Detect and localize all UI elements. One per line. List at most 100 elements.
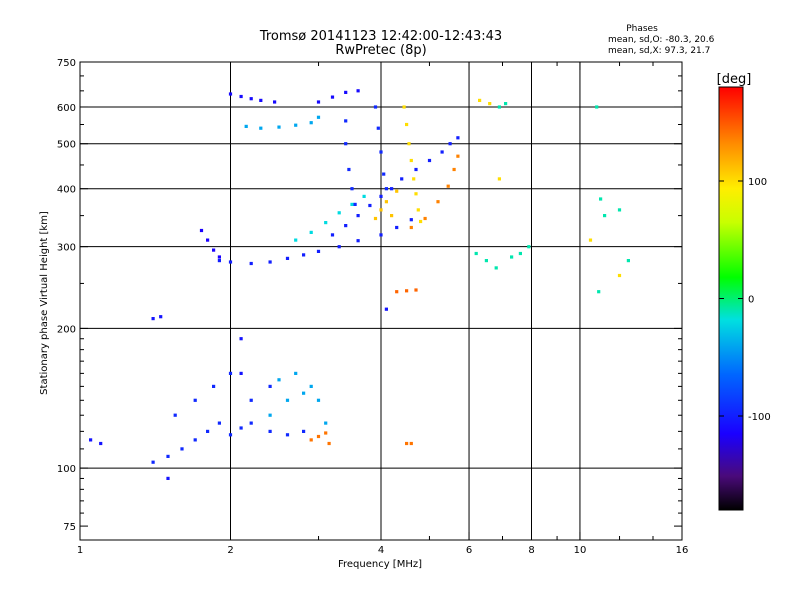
data-point xyxy=(316,398,321,402)
axis-ticks xyxy=(79,61,683,540)
y-tick-label: 200 xyxy=(57,324,76,335)
data-point xyxy=(373,216,378,221)
colorbar-tick-label: -100 xyxy=(748,412,771,423)
data-point xyxy=(379,208,383,212)
data-point xyxy=(617,273,622,278)
data-points xyxy=(89,89,630,480)
data-point xyxy=(384,187,388,191)
data-point xyxy=(409,158,413,163)
data-point xyxy=(268,384,272,388)
data-point xyxy=(494,266,498,270)
data-point xyxy=(379,194,383,198)
data-point xyxy=(166,454,170,458)
data-point xyxy=(277,125,281,129)
data-point xyxy=(324,421,328,425)
colorbar-tick-label: 100 xyxy=(748,177,767,188)
data-point xyxy=(356,89,360,93)
data-point xyxy=(414,288,418,292)
data-point xyxy=(395,225,399,230)
data-point xyxy=(206,238,210,242)
data-point xyxy=(277,378,281,382)
data-point xyxy=(337,211,341,215)
x-tick-label: 10 xyxy=(574,545,587,556)
colorbar-unit-label: [deg] xyxy=(717,72,752,87)
data-point xyxy=(504,102,508,106)
data-point xyxy=(330,95,335,99)
data-point xyxy=(228,433,233,437)
x-tick-label: 2 xyxy=(227,545,233,556)
data-point xyxy=(228,260,233,264)
colorbar-tick-label: 0 xyxy=(748,295,754,306)
data-point xyxy=(151,460,155,464)
chart-subtitle: RwPretec (8p) xyxy=(335,43,426,58)
data-point xyxy=(206,429,210,433)
data-point xyxy=(166,476,170,480)
data-point xyxy=(212,384,216,388)
data-point xyxy=(409,225,413,230)
data-point xyxy=(180,447,184,451)
data-point xyxy=(199,228,204,233)
data-point xyxy=(217,421,221,425)
gridlines xyxy=(80,62,682,540)
data-point xyxy=(446,184,450,188)
data-point xyxy=(302,253,306,257)
data-point xyxy=(518,251,522,256)
data-point xyxy=(414,192,418,196)
data-point xyxy=(259,126,263,130)
data-point xyxy=(244,124,248,128)
y-tick-labels: 75 100 200 300 400 500 600 750 xyxy=(57,58,76,533)
data-point xyxy=(416,208,420,212)
x-tick-label: 8 xyxy=(528,545,534,556)
data-point xyxy=(368,203,372,208)
data-point xyxy=(390,214,394,218)
data-point xyxy=(99,441,103,446)
data-point xyxy=(302,391,306,395)
data-point xyxy=(350,187,354,191)
data-point xyxy=(228,92,233,96)
y-tick-label: 600 xyxy=(57,103,76,114)
data-point xyxy=(456,136,460,140)
colorbar-ticks: 100 0 -100 xyxy=(719,177,771,423)
data-point xyxy=(373,105,378,109)
data-point xyxy=(419,219,423,224)
x-axis-title: Frequency [MHz] xyxy=(338,559,422,570)
data-point xyxy=(294,123,298,127)
data-point xyxy=(259,98,263,102)
data-point xyxy=(626,259,630,263)
data-point xyxy=(456,154,460,158)
data-point xyxy=(239,426,243,430)
data-point xyxy=(497,177,501,181)
data-point xyxy=(285,256,290,260)
data-point xyxy=(384,200,388,204)
data-point xyxy=(384,307,388,311)
data-point xyxy=(249,97,253,101)
data-point xyxy=(151,317,155,321)
data-point xyxy=(330,233,335,237)
y-tick-label: 750 xyxy=(57,58,76,69)
data-point xyxy=(347,167,351,172)
data-point xyxy=(423,216,427,221)
data-point xyxy=(452,167,456,172)
data-point xyxy=(316,100,321,104)
data-point xyxy=(316,115,321,119)
data-point xyxy=(400,177,404,181)
data-point xyxy=(344,224,348,228)
data-point xyxy=(356,239,360,243)
data-point xyxy=(89,438,93,442)
y-tick-label: 100 xyxy=(57,464,76,475)
data-point xyxy=(268,413,272,417)
data-point xyxy=(327,441,331,446)
data-point xyxy=(390,187,394,191)
data-point xyxy=(527,245,531,249)
y-tick-label: 300 xyxy=(57,243,76,254)
data-point xyxy=(427,158,432,163)
data-point xyxy=(382,172,386,176)
data-point xyxy=(344,90,348,94)
data-point xyxy=(395,290,399,294)
data-point xyxy=(309,230,313,234)
data-point xyxy=(405,122,409,127)
data-point xyxy=(395,189,399,193)
data-point xyxy=(159,315,163,319)
data-point xyxy=(448,142,452,146)
